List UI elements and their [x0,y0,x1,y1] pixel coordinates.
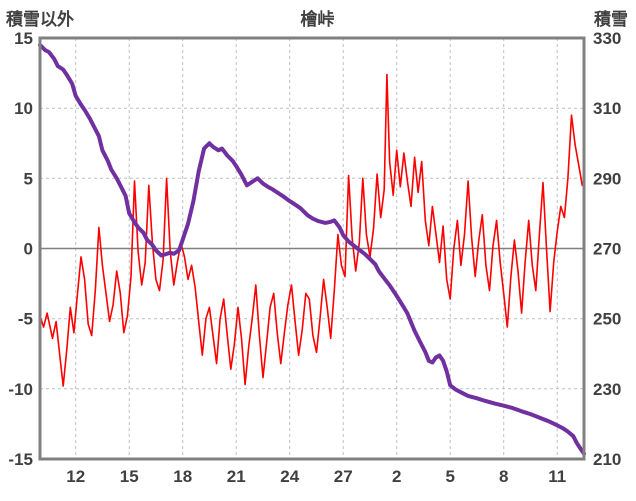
left-axis-tick-label: -15 [8,450,33,469]
x-axis-tick-label: 18 [173,467,192,486]
snow-depth-line [38,43,586,456]
right-axis-title: 積雪 [594,10,628,29]
x-axis-tick-label: 15 [120,467,139,486]
chart-title: 檜峠 [300,10,335,29]
right-axis-tick-label: 230 [593,380,621,399]
left-axis-tick-label: -10 [8,380,33,399]
right-axis-tick-label: 270 [593,240,621,259]
x-axis-tick-label: 5 [445,467,454,486]
left-axis-tick-label: 0 [24,240,33,259]
non-snow-line [39,73,584,387]
x-axis-tick-label: 24 [280,467,299,486]
left-axis-title: 積雪以外 [6,10,74,29]
left-axis-tick-label: -5 [18,310,33,329]
left-axis-tick-label: 10 [14,99,33,118]
x-axis-tick-label: 21 [227,467,246,486]
x-axis-tick-label: 12 [66,467,85,486]
right-axis-tick-label: 210 [593,450,621,469]
right-axis-tick-label: 330 [593,29,621,48]
right-axis-tick-label: 290 [593,169,621,188]
left-axis-tick-label: 15 [14,29,33,48]
x-axis-tick-label: 2 [392,467,401,486]
right-axis-tick-label: 310 [593,99,621,118]
x-axis-tick-label: 8 [499,467,508,486]
x-axis-tick-label: 27 [334,467,353,486]
right-axis-tick-label: 250 [593,310,621,329]
left-axis-tick-label: 5 [24,169,33,188]
plot-border [38,36,586,461]
x-axis-tick-label: 11 [548,467,566,486]
